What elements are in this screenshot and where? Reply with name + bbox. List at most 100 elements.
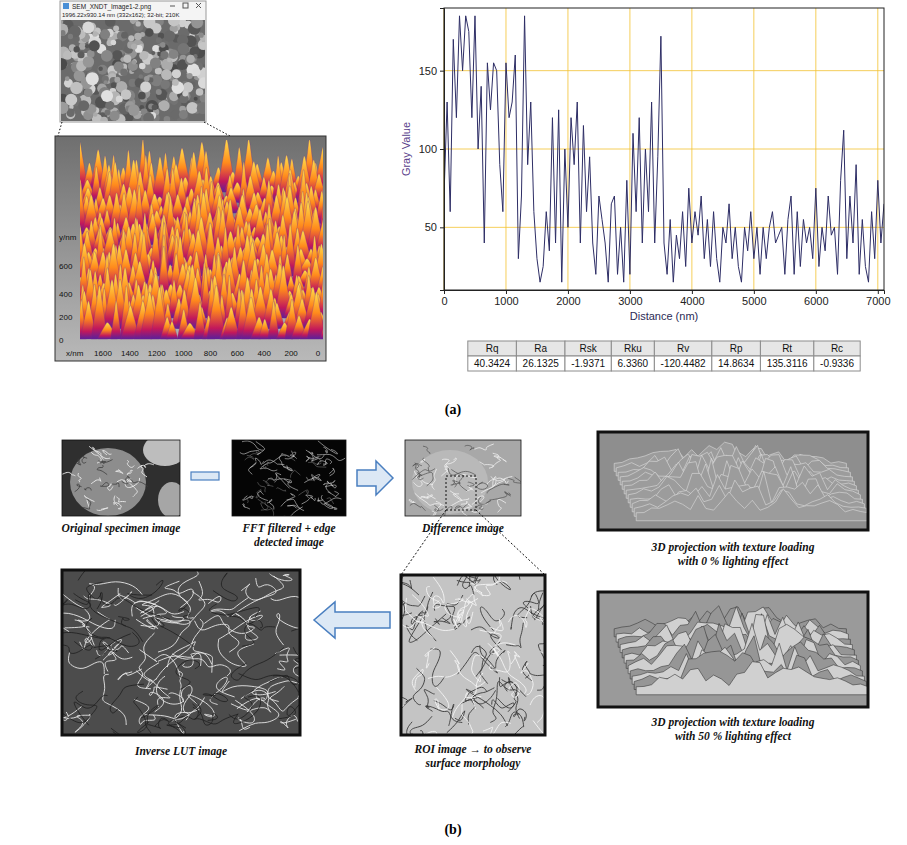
original-image — [62, 440, 180, 516]
table-value: 14.8634 — [718, 358, 755, 369]
sem-grain — [156, 37, 162, 43]
texture-stroke — [318, 441, 337, 454]
texture-stroke — [452, 470, 467, 491]
texture-stroke — [237, 698, 279, 730]
sem-grain — [63, 51, 72, 60]
texture-stroke — [480, 462, 494, 468]
texture-stroke — [243, 624, 275, 646]
image-caption: with 0 % lighting effect — [678, 555, 789, 568]
surface-x-label: x/nm — [66, 349, 84, 358]
texture-stroke — [458, 594, 476, 621]
texture-stroke — [97, 465, 107, 474]
image-caption: Inverse LUT image — [134, 745, 227, 758]
x-tick: 3000 — [618, 290, 642, 307]
table-header-cell — [760, 341, 813, 356]
image-window: SEM_XNDT_Image1-2.png1996.22x930.14 nm (… — [55, 1, 209, 125]
sem-grain — [191, 20, 203, 28]
texture-stroke — [487, 484, 509, 493]
sem-grain — [61, 58, 67, 70]
sem-grain — [178, 43, 190, 55]
sem-grain — [134, 33, 142, 41]
sem-grain — [111, 40, 116, 45]
texture-stroke — [76, 459, 81, 465]
sem-grain — [84, 88, 93, 97]
texture-stroke — [317, 456, 321, 462]
window-button — [170, 6, 175, 7]
texture-stroke — [490, 619, 503, 633]
sem-grain — [68, 34, 73, 39]
texture-stroke — [492, 453, 500, 467]
y-tick-label: 150 — [419, 65, 437, 77]
texture-stroke — [270, 574, 292, 581]
texture-stroke — [291, 470, 300, 477]
texture-stroke — [533, 720, 545, 735]
texture-stroke — [178, 572, 198, 619]
texture-stroke — [115, 503, 121, 509]
sem-grain — [61, 24, 68, 36]
texture-stroke — [321, 495, 333, 508]
texture-stroke — [100, 483, 108, 487]
texture-stroke — [128, 476, 148, 486]
texture-stroke — [472, 496, 484, 504]
x-tick-label: 1000 — [494, 295, 518, 307]
texture-stroke — [474, 575, 499, 593]
texture-stroke — [466, 689, 507, 725]
image-background — [598, 592, 868, 707]
sem-grain — [101, 90, 113, 102]
table-value-cell — [712, 356, 761, 371]
texture-stroke — [509, 477, 521, 483]
table-value: 135.3116 — [767, 358, 808, 369]
panel-label: (b) — [444, 822, 461, 838]
texture-stroke — [330, 468, 335, 475]
specimen-particle — [412, 450, 488, 514]
x-tick-mark — [878, 290, 879, 294]
window-button — [196, 3, 201, 8]
texture-stroke — [210, 677, 234, 704]
x-tick: 2000 — [556, 290, 580, 307]
sem-grain — [155, 67, 162, 74]
profile-line — [444, 16, 884, 282]
grid — [444, 8, 884, 290]
texture-stroke — [173, 654, 231, 676]
sem-grain — [121, 32, 128, 39]
projection-50-image — [598, 592, 868, 707]
texture-stroke — [306, 477, 318, 480]
sem-grain — [199, 42, 205, 49]
texture-stroke — [413, 469, 435, 479]
sem-grain — [65, 76, 70, 81]
texture-stroke — [209, 604, 259, 617]
table-header-cell — [565, 341, 611, 356]
texture-stroke — [149, 687, 167, 712]
table-header-cell — [468, 341, 517, 356]
texture-stroke — [529, 609, 545, 627]
window-frame — [60, 1, 206, 122]
texture-stroke — [472, 655, 484, 682]
x-tick-label: 6000 — [804, 295, 828, 307]
texture-stroke — [152, 617, 194, 646]
table-value: -0.9336 — [820, 358, 854, 369]
texture-stroke — [149, 718, 169, 728]
texture-stroke — [326, 481, 335, 493]
image-frame — [232, 440, 346, 516]
line-chart: 0100020003000400050006000700050100150Dis… — [400, 8, 891, 322]
image-caption: Original specimen image — [62, 522, 181, 535]
sem-grain — [105, 20, 116, 27]
sem-grain — [93, 112, 98, 117]
sem-grain — [100, 117, 108, 121]
texture-stroke — [116, 470, 123, 474]
texture-stroke — [62, 707, 82, 735]
texture-stroke — [267, 681, 300, 698]
sem-grain — [171, 110, 181, 120]
y-axis-line — [440, 9, 445, 291]
sem-grain — [79, 43, 86, 50]
texture-stroke — [492, 699, 514, 708]
x-tick-label: 3000 — [618, 295, 642, 307]
table-value: -1.9371 — [571, 358, 605, 369]
y-tick-mark — [440, 227, 444, 228]
x-tick: 0 — [441, 290, 447, 307]
sem-grain — [143, 113, 154, 121]
sem-grain — [160, 42, 166, 48]
texture-stroke — [418, 472, 434, 485]
sem-grain — [160, 51, 168, 59]
texture-stroke — [141, 466, 147, 477]
